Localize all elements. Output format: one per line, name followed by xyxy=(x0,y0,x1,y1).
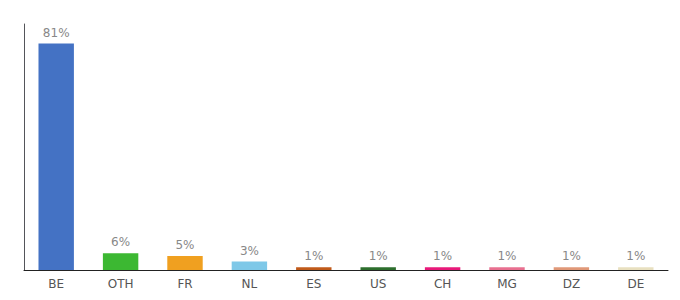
svg-text:1%: 1% xyxy=(562,249,581,263)
svg-text:DZ: DZ xyxy=(563,277,580,291)
svg-text:1%: 1% xyxy=(497,249,516,263)
svg-text:MG: MG xyxy=(497,277,517,291)
svg-text:BE: BE xyxy=(48,277,64,291)
svg-text:3%: 3% xyxy=(240,244,259,258)
svg-text:81%: 81% xyxy=(43,26,70,40)
svg-text:NL: NL xyxy=(242,277,258,291)
svg-text:5%: 5% xyxy=(175,238,194,252)
svg-text:OTH: OTH xyxy=(108,277,134,291)
svg-text:1%: 1% xyxy=(433,249,452,263)
svg-text:CH: CH xyxy=(434,277,451,291)
svg-text:DE: DE xyxy=(627,277,644,291)
svg-text:US: US xyxy=(370,277,386,291)
svg-text:6%: 6% xyxy=(111,235,130,249)
svg-text:1%: 1% xyxy=(304,249,323,263)
svg-text:FR: FR xyxy=(177,277,192,291)
svg-text:ES: ES xyxy=(306,277,321,291)
svg-text:1%: 1% xyxy=(369,249,388,263)
svg-text:1%: 1% xyxy=(626,249,645,263)
